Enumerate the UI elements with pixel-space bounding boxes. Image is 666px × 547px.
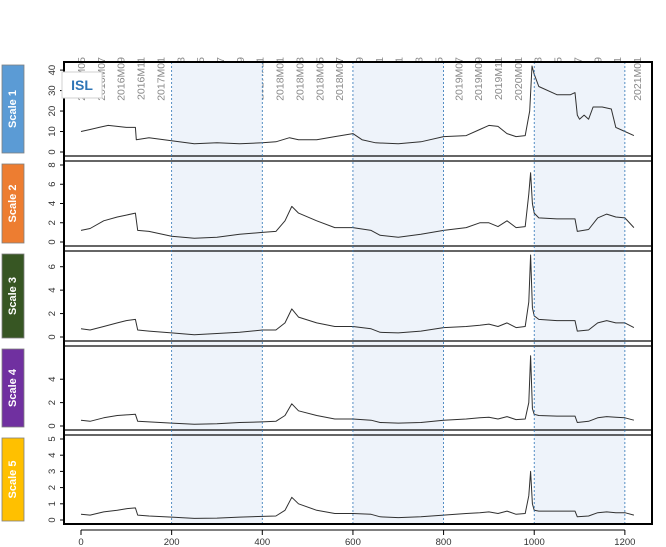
date-tick-label: 2016M09 <box>116 57 128 101</box>
y-tick-label: 30 <box>47 85 58 96</box>
y-tick-label: 2 <box>47 220 58 225</box>
scale-label-box <box>1 64 25 154</box>
y-tick-label: 6 <box>47 264 58 269</box>
y-tick-label: 2 <box>47 311 58 316</box>
x-tick-label: 800 <box>436 537 452 547</box>
y-tick-label: 0 <box>47 239 58 244</box>
scale-label-text: Scale 2 <box>7 185 19 223</box>
date-tick-label: 2018M07 <box>334 57 346 101</box>
scale-label-2: Scale 2 <box>1 163 25 244</box>
vertical-markers <box>63 61 653 525</box>
y-tick-label: 0 <box>47 517 58 522</box>
scale-label-box <box>1 163 25 244</box>
y-tick-label: 4 <box>47 287 58 292</box>
scale-label-text: Scale 3 <box>7 277 19 315</box>
shaded-interval <box>352 62 444 524</box>
series-line <box>80 172 635 239</box>
date-tick-label: 2016M11 <box>136 57 148 100</box>
scale-labels: Scale 1 Scale 2 Scale 3 Scale 4 Scale 5 <box>1 64 25 522</box>
series-line <box>80 65 635 145</box>
series-line <box>80 254 635 336</box>
scale-label-text: Scale 4 <box>7 368 19 407</box>
y-tick-label: 2 <box>47 400 58 405</box>
x-tick-label: 1200 <box>614 537 635 547</box>
date-tick-label: 2021M01 <box>632 57 644 101</box>
chart-title: ISL <box>71 77 93 93</box>
scale-label-1: Scale 1 <box>1 64 25 154</box>
date-tick-label: 2018M05 <box>314 57 326 101</box>
y-tick-label: 4 <box>47 377 58 382</box>
scale-label-5: Scale 5 <box>1 437 25 522</box>
x-axis: 0 200 400 600 800 1000 1200 <box>78 529 635 547</box>
y-tick-label: 5 <box>47 436 58 441</box>
y-tick-label: 4 <box>47 201 58 206</box>
date-tick-label: 2017M01 <box>155 57 167 101</box>
x-tick-label: 1000 <box>524 537 545 547</box>
date-tick-label: 2019M07 <box>453 57 465 101</box>
shaded-intervals <box>171 62 625 524</box>
y-tick-label: 0 <box>47 334 58 339</box>
date-tick-label: 2019M11 <box>493 57 505 100</box>
x-tick-label: 600 <box>345 537 361 547</box>
x-tick-label: 400 <box>254 537 270 547</box>
x-tick-label: 200 <box>164 537 180 547</box>
y-tick-label: 40 <box>47 65 58 76</box>
date-tick-label: 2018M03 <box>294 57 306 101</box>
scale-label-box <box>1 348 25 428</box>
y-tick-label: 8 <box>47 162 58 167</box>
y-tick-label: 10 <box>47 126 58 137</box>
date-tick-label: 2020M01 <box>513 57 525 101</box>
chart-title-box: ISL <box>61 71 103 99</box>
y-tick-label: 20 <box>47 106 58 117</box>
outer-frame <box>63 61 653 525</box>
shaded-interval <box>534 62 625 524</box>
scale-label-4: Scale 4 <box>1 348 25 428</box>
scale-label-text: Scale 1 <box>7 90 19 128</box>
scale-label-3: Scale 3 <box>1 253 25 339</box>
scale-label-box <box>1 437 25 522</box>
date-tick-label: 2019M09 <box>473 57 485 101</box>
shaded-interval <box>171 62 263 524</box>
scale-label-box <box>1 253 25 339</box>
series-line <box>80 355 635 425</box>
y-tick-label: 0 <box>47 149 58 154</box>
x-tick-label: 0 <box>78 537 83 547</box>
scale-label-text: Scale 5 <box>7 461 19 499</box>
y-tick-label: 4 <box>47 453 58 458</box>
y-tick-label: 2 <box>47 485 58 490</box>
y-tick-label: 1 <box>47 501 58 506</box>
y-tick-label: 3 <box>47 469 58 474</box>
y-tick-label: 0 <box>47 423 58 428</box>
y-tick-label: 6 <box>47 182 58 187</box>
title-box <box>61 71 103 99</box>
series-line <box>80 470 635 519</box>
date-tick-label: 2018M01 <box>275 57 287 101</box>
